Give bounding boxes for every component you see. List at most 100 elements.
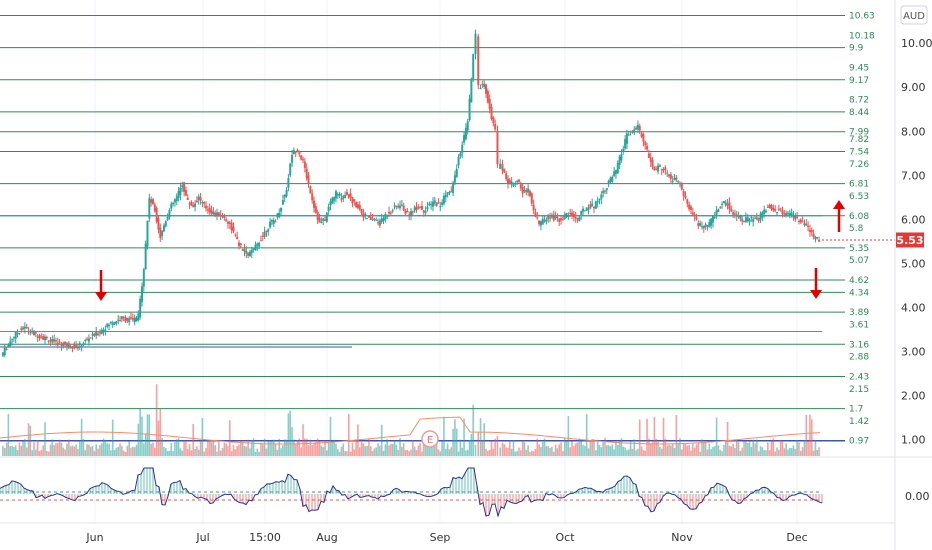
- volume-bar: [671, 443, 674, 456]
- volume-bar: [430, 439, 432, 456]
- volume-bar: [507, 447, 509, 456]
- candle-body: [732, 212, 735, 215]
- candle-body: [772, 208, 775, 211]
- currency-button[interactable]: AUD: [900, 5, 928, 25]
- candle-body: [259, 240, 262, 242]
- candle-body: [159, 227, 162, 238]
- volume-bar: [11, 445, 13, 456]
- candle-body: [95, 331, 98, 336]
- candle-body: [750, 217, 753, 219]
- volume-bar: [446, 443, 449, 456]
- candle-body: [16, 333, 19, 335]
- candle-body: [627, 134, 630, 136]
- volume-bar: [688, 445, 690, 456]
- volume-bar: [423, 438, 425, 456]
- volume-bar: [115, 447, 118, 456]
- volume-bar: [53, 445, 55, 456]
- candle-body: [157, 217, 160, 230]
- volume-bar: [24, 439, 26, 456]
- volume-bar: [459, 439, 462, 456]
- volume-bar: [419, 443, 421, 456]
- volume-bar: [154, 447, 156, 456]
- candle-body: [565, 213, 568, 217]
- candle-body: [161, 230, 164, 236]
- volume-bar: [260, 442, 262, 456]
- candle-body: [100, 330, 103, 335]
- volume-bar: [573, 446, 575, 456]
- candle-body: [124, 317, 127, 322]
- candle-body: [237, 242, 240, 247]
- candle-body: [210, 210, 213, 214]
- candle-body: [488, 98, 491, 109]
- candle-body: [686, 199, 689, 204]
- candle-body: [561, 219, 564, 221]
- candle-body: [216, 212, 219, 216]
- y-axis[interactable]: 1.00 2.00 3.00 4.00 5.00 6.00 7.00 8.00 9.00 10.0…: [901, 37, 932, 446]
- candle-body: [818, 239, 821, 242]
- volume-bar: [404, 450, 407, 456]
- candle-body: [49, 339, 52, 341]
- volume-bar: [600, 447, 603, 456]
- volume-bar: [743, 441, 745, 456]
- volume-bar: [84, 450, 87, 456]
- candle-body: [340, 198, 343, 200]
- candle-body: [221, 215, 224, 217]
- earnings-circle: [421, 430, 439, 448]
- candle-body: [684, 196, 687, 198]
- candle-body: [763, 209, 766, 214]
- volume-bar: [684, 443, 687, 456]
- volume-bar: [607, 444, 610, 456]
- volume-bar: [432, 444, 434, 456]
- candle-body: [759, 213, 762, 220]
- volume-bar: [337, 449, 339, 456]
- candle-body: [688, 204, 691, 210]
- volume-bar: [774, 451, 776, 456]
- volume-bar: [395, 444, 398, 456]
- x-tick-label: Jun: [85, 531, 103, 544]
- candle-body: [1, 352, 4, 356]
- volume-bar: [492, 448, 495, 456]
- candle-body: [814, 236, 817, 240]
- candle-body: [655, 169, 658, 171]
- candle-body: [195, 200, 198, 203]
- candle-body: [29, 332, 32, 334]
- volume-bar: [692, 443, 694, 456]
- candle-body: [677, 181, 680, 183]
- candle-body: [706, 225, 709, 227]
- volume-bar: [810, 419, 813, 456]
- volume-bar: [9, 446, 12, 456]
- candle-body: [485, 84, 488, 94]
- volume-bar: [670, 445, 672, 456]
- candle-body: [587, 208, 590, 210]
- volume-bar: [338, 451, 341, 456]
- volume-bar: [150, 443, 152, 456]
- volume-bar: [726, 421, 729, 456]
- volume-bar: [433, 441, 436, 456]
- candle-body: [217, 212, 220, 217]
- volume-bar: [752, 439, 755, 456]
- candle-body: [594, 201, 597, 209]
- volume-bar: [516, 451, 518, 456]
- candle-body: [658, 165, 661, 167]
- candle-body: [647, 153, 650, 158]
- candle-body: [506, 178, 509, 184]
- volume-bar: [699, 451, 701, 456]
- candle-body: [34, 332, 37, 334]
- candle-body: [256, 243, 259, 246]
- volume-bar: [243, 445, 246, 456]
- candle-body: [78, 343, 81, 345]
- volume-bar: [734, 447, 736, 456]
- candle-body: [490, 106, 493, 119]
- candle-body: [810, 230, 813, 233]
- volume-bar: [719, 449, 722, 456]
- candle-body: [382, 218, 385, 221]
- candle-body: [422, 210, 425, 213]
- volume-bar: [391, 444, 394, 456]
- candle-body: [746, 217, 749, 221]
- volume-bar: [38, 451, 41, 456]
- x-axis[interactable]: Jun Jul 15:00 Aug Sep Oct Nov Dec: [85, 531, 807, 544]
- candle-body: [345, 191, 348, 195]
- candle-body: [186, 197, 189, 201]
- volume-bar: [443, 416, 445, 456]
